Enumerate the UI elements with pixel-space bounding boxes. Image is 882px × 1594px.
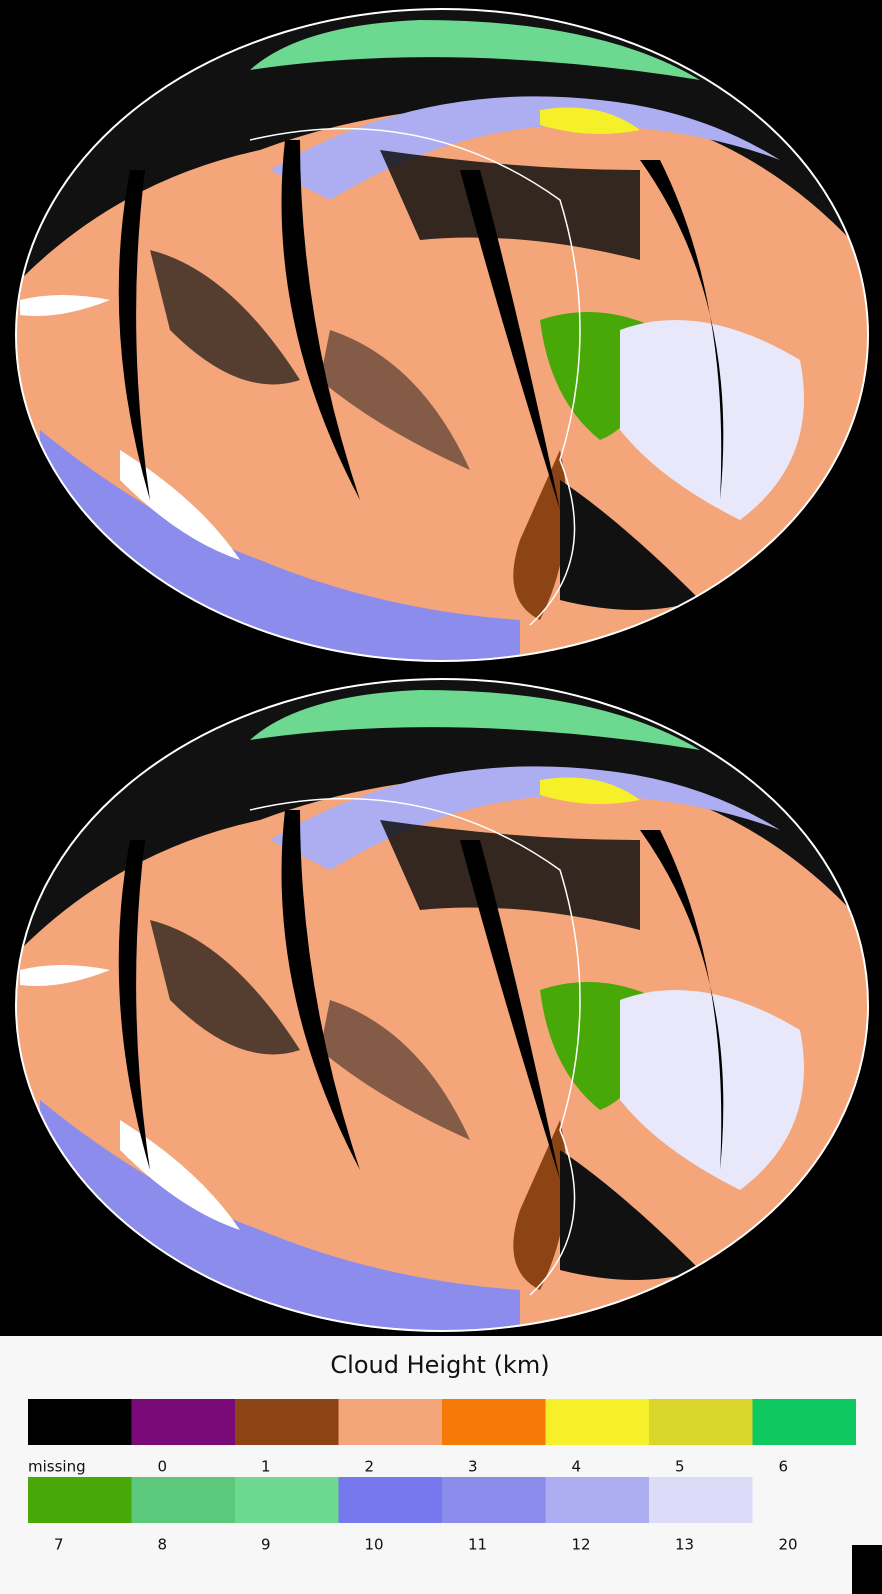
- corner-block: [852, 1545, 882, 1594]
- legend-title: Cloud Height (km): [330, 1351, 549, 1379]
- legend-swatch: [28, 1399, 132, 1445]
- legend-swatch: [545, 1477, 649, 1523]
- legend-swatch: [131, 1477, 235, 1523]
- legend-label: 1: [261, 1458, 271, 1476]
- legend: missing 0 1 2 3 4 5 67 8 9 10 11 12 13 20: [28, 1399, 856, 1554]
- legend-swatch: [131, 1399, 235, 1445]
- legend-swatch: [235, 1399, 339, 1445]
- legend-label: 6: [779, 1458, 789, 1476]
- legend-swatch: [28, 1477, 132, 1523]
- legend-label: 7: [54, 1536, 64, 1554]
- legend-label: 2: [365, 1458, 375, 1476]
- legend-label: 11: [468, 1536, 487, 1554]
- legend-label: 10: [365, 1536, 384, 1554]
- legend-label: 3: [468, 1458, 478, 1476]
- legend-background: [0, 1336, 882, 1594]
- legend-swatch: [442, 1399, 546, 1445]
- legend-label: 13: [675, 1536, 694, 1554]
- legend-label: 5: [675, 1458, 685, 1476]
- legend-swatch: [752, 1399, 856, 1445]
- legend-swatch: [442, 1477, 546, 1523]
- legend-swatch: [649, 1399, 753, 1445]
- legend-label: missing: [28, 1458, 86, 1476]
- legend-swatch: [338, 1477, 442, 1523]
- legend-label: 0: [158, 1458, 168, 1476]
- legend-swatch: [338, 1399, 442, 1445]
- legend-label: 4: [572, 1458, 582, 1476]
- legend-label: 12: [572, 1536, 591, 1554]
- legend-label: 20: [779, 1536, 798, 1554]
- legend-swatch: [545, 1399, 649, 1445]
- legend-swatch: [235, 1477, 339, 1523]
- legend-label: 8: [158, 1536, 168, 1554]
- legend-label: 9: [261, 1536, 271, 1554]
- legend-swatch: [649, 1477, 753, 1523]
